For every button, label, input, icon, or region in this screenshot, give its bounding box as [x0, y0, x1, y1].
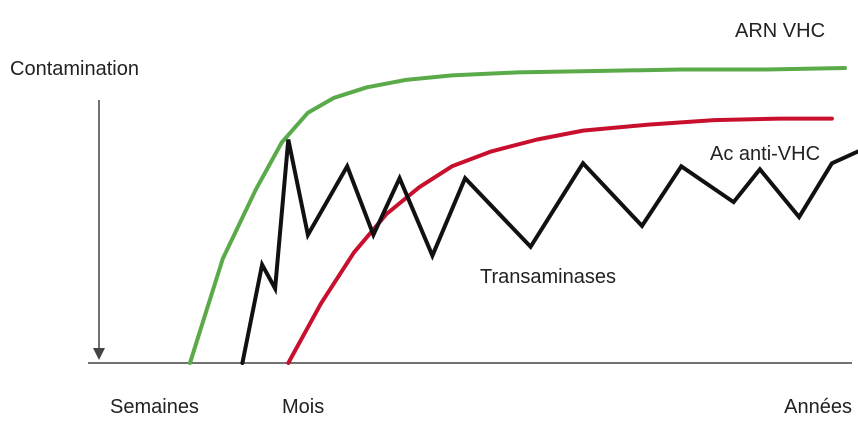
- y-axis-arrow-icon: [93, 348, 105, 360]
- x-tick-label: Années: [784, 396, 852, 418]
- series-label-transaminases: Transaminases: [480, 266, 616, 288]
- series-labels: ARN VHC Ac anti-VHC Transaminases: [480, 20, 825, 288]
- series-label-ac-anti-vhc: Ac anti-VHC: [710, 143, 820, 165]
- series-label-arn-vhc: ARN VHC: [735, 20, 825, 42]
- x-tick-labels: Semaines Mois Années: [110, 396, 852, 418]
- x-tick-label: Mois: [282, 396, 324, 418]
- series-line-transaminases: [240, 139, 858, 365]
- x-tick-label: Semaines: [110, 396, 199, 418]
- series-line-arn-vhc: [188, 66, 847, 365]
- series-line-ac-anti-vhc: [286, 116, 834, 365]
- series-lines: [188, 66, 858, 365]
- y-axis-label: Contamination: [10, 58, 139, 80]
